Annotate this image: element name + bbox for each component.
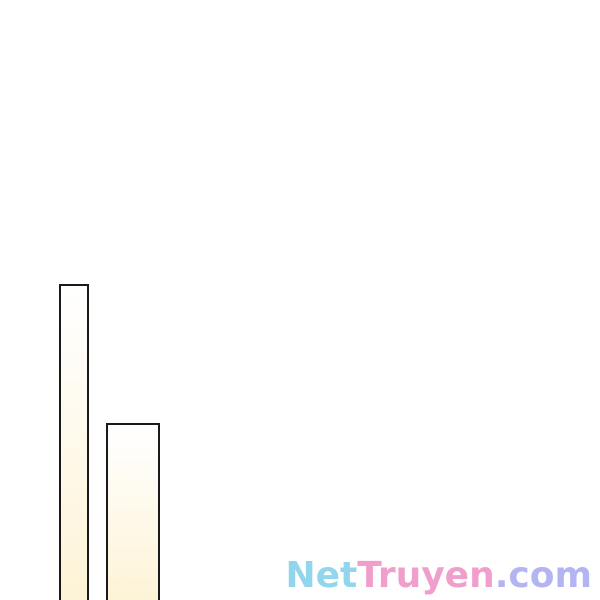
comic-panel-frame-tall xyxy=(59,284,89,600)
comic-panel-frame-short xyxy=(106,423,160,600)
watermark-domain: .com xyxy=(494,555,592,596)
watermark-truyen: Truyen xyxy=(357,555,495,596)
site-watermark: NetTruyen.com xyxy=(285,554,592,598)
watermark-net: Net xyxy=(285,555,358,596)
